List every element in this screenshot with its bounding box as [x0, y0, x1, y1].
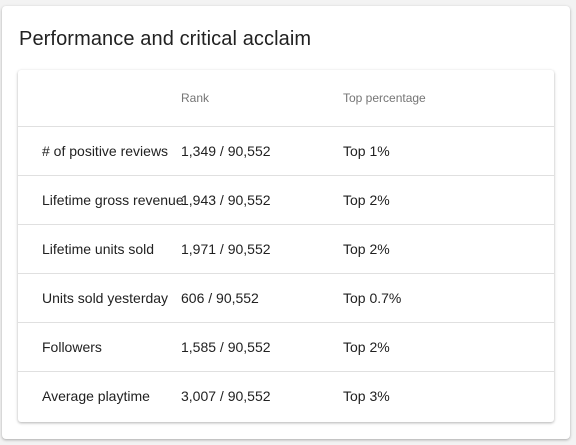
top-percentage-cell: Top 0.7%: [343, 273, 554, 323]
metric-cell: Lifetime units sold: [18, 224, 181, 274]
table-row: # of positive reviews 1,349 / 90,552 Top…: [18, 126, 554, 176]
table-row: Lifetime units sold 1,971 / 90,552 Top 2…: [18, 224, 554, 274]
header-metric: [18, 70, 181, 127]
ranking-table: Rank Top percentage # of positive review…: [18, 70, 554, 420]
table-row: Average playtime 3,007 / 90,552 Top 3%: [18, 372, 554, 421]
header-row: Rank Top percentage: [18, 70, 554, 127]
header-top-percentage: Top percentage: [343, 70, 554, 127]
metric-cell: Followers: [18, 322, 181, 372]
performance-card: Performance and critical acclaim Rank To…: [2, 6, 570, 439]
table-body: # of positive reviews 1,349 / 90,552 Top…: [18, 126, 554, 421]
top-percentage-cell: Top 3%: [343, 388, 390, 404]
rank-cell: 606 / 90,552: [181, 273, 343, 323]
table-row: Lifetime gross revenue 1,943 / 90,552 To…: [18, 175, 554, 225]
table-row: Units sold yesterday 606 / 90,552 Top 0.…: [18, 273, 554, 323]
metric-cell: Units sold yesterday: [18, 273, 181, 323]
table-header: Rank Top percentage: [18, 70, 554, 127]
card-title: Performance and critical acclaim: [19, 28, 312, 50]
table-row: Followers 1,585 / 90,552 Top 2%: [18, 322, 554, 372]
metric-cell: Lifetime gross revenue: [18, 175, 184, 225]
top-percentage-cell: Top 1%: [343, 126, 554, 176]
top-percentage-cell: Top 2%: [343, 224, 554, 274]
ranking-table-container: Rank Top percentage # of positive review…: [18, 70, 554, 422]
top-percentage-cell: Top 2%: [343, 175, 554, 225]
header-rank: Rank: [181, 70, 343, 127]
rank-cell: 1,349 / 90,552: [181, 126, 343, 176]
top-percentage-cell: Top 2%: [343, 322, 554, 372]
rank-cell: 1,971 / 90,552: [181, 224, 343, 274]
rank-cell: 1,943 / 90,552: [181, 175, 343, 225]
metric-cell: # of positive reviews: [18, 126, 181, 176]
rank-cell: 1,585 / 90,552: [181, 322, 343, 372]
metric-cell: Average playtime: [42, 388, 150, 404]
rank-cell: 3,007 / 90,552: [181, 388, 271, 404]
